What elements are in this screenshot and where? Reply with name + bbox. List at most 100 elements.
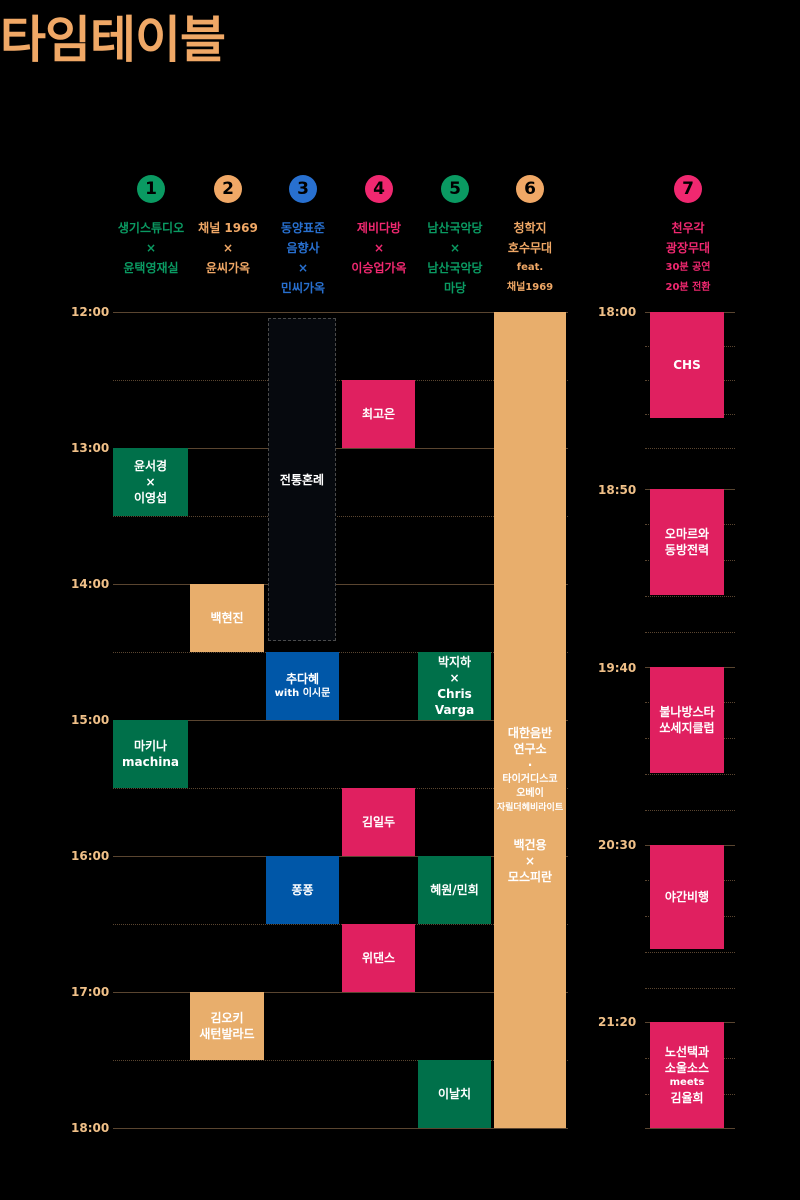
venue-1-line: 생기스튜디오 xyxy=(117,221,185,235)
venue-1-line: 윤택영재실 xyxy=(123,261,179,275)
performance-block[interactable]: 불나방스타 쏘세지클럽 xyxy=(650,667,724,773)
performance-block[interactable]: 혜원/민희 xyxy=(418,856,491,924)
venue-3-line: 동양표준 xyxy=(280,221,326,235)
performance-block[interactable]: 이날치 xyxy=(418,1060,491,1128)
performance-block[interactable]: 대한음반 연구소 · 타이거디스코 오베이 자릴더헤비라이트 백건용 × 모스피… xyxy=(494,312,566,1128)
venue-7-header: 천우각 광장무대 30분 공연 20분 전환 xyxy=(648,218,728,298)
performer-name: 윤서경 xyxy=(133,459,168,473)
performer-name: 소울소스 xyxy=(664,1061,710,1075)
page-title: 타임테이블 xyxy=(0,11,226,69)
performer-name: 전통혼례 xyxy=(279,472,325,487)
performance-block[interactable]: 노선택과 소울소스 meets 김율희 xyxy=(650,1022,724,1128)
performer-name: 김율희 xyxy=(670,1091,704,1105)
performer-name: 대한음반 xyxy=(507,726,553,740)
grid-line xyxy=(113,1060,568,1061)
performer-name: 야간비행 xyxy=(664,890,710,904)
venue-7-line: 30분 공연 xyxy=(665,262,711,273)
performance-block[interactable]: 추다혜 with 이시문 xyxy=(266,652,339,720)
venue-5-badge: 5 xyxy=(441,175,469,203)
time-label: 19:40 xyxy=(598,661,637,675)
performer-name: 추다혜 xyxy=(285,672,320,686)
performance-block[interactable]: 전통혼례 xyxy=(268,318,336,641)
venue-5-header: 남산국악당 × 남산국악당 마당 xyxy=(415,218,495,298)
grid-line xyxy=(113,788,568,789)
venue-4-line: 제비다방 xyxy=(356,221,402,235)
grid-line xyxy=(113,924,568,925)
venue-3-badge: 3 xyxy=(289,175,317,203)
grid-line xyxy=(113,516,568,517)
venue-4-line: 이승업가옥 xyxy=(351,261,407,275)
venue-6-line: 호수무대 xyxy=(507,241,553,255)
venue-2-badge: 2 xyxy=(214,175,242,203)
performer-name: 이날치 xyxy=(437,1087,472,1101)
performer-name: machina xyxy=(121,755,179,769)
venue-2-line: × xyxy=(222,241,234,255)
time-label: 14:00 xyxy=(71,577,110,591)
time-label: 17:00 xyxy=(71,985,110,999)
performance-block[interactable]: CHS xyxy=(650,312,724,418)
venue-6-line: 청학지 xyxy=(513,221,547,235)
time-label: 13:00 xyxy=(71,441,110,455)
venue-1-badge: 1 xyxy=(137,175,165,203)
venue-6-line: feat. xyxy=(516,262,544,273)
performance-block[interactable]: 퐁퐁 xyxy=(266,856,339,924)
performer-name: 타이거디스코 xyxy=(502,774,558,785)
performance-block[interactable]: 마키나 machina xyxy=(113,720,188,788)
venue-7-line: 20분 전환 xyxy=(665,282,711,293)
time-label: 18:00 xyxy=(71,1121,110,1135)
performance-block[interactable]: 김오키 새턴발라드 xyxy=(190,992,264,1060)
grid-line xyxy=(113,652,568,653)
performance-block[interactable]: 백현진 xyxy=(190,584,264,652)
performer-name: 쏘세지클럽 xyxy=(659,721,715,735)
performer-name: 노선택과 xyxy=(664,1045,710,1059)
performer-name: × xyxy=(145,475,156,489)
time-label: 16:00 xyxy=(71,849,110,863)
performer-name: 연구소 xyxy=(513,742,547,756)
venue-7-line: 천우각 xyxy=(671,221,705,235)
performer-name: 새턴발라드 xyxy=(199,1027,255,1041)
performer-name: 혜원/민희 xyxy=(430,883,479,897)
grid-line xyxy=(645,952,735,953)
performer-name: 불나방스타 xyxy=(659,705,715,719)
performer-name: × xyxy=(449,671,460,685)
venue-2-line: 윤씨가옥 xyxy=(205,261,251,275)
performer-name: × xyxy=(524,854,536,868)
grid-line xyxy=(645,988,735,989)
venue-3-line: 민씨가옥 xyxy=(280,281,326,295)
venue-5-line: × xyxy=(449,241,461,255)
venue-3-header: 동양표준 음향사 × 민씨가옥 xyxy=(263,218,343,298)
grid-line xyxy=(113,856,568,857)
performer-name: 오마르와 xyxy=(664,527,710,541)
performance-block[interactable]: 윤서경 × 이영섭 xyxy=(113,448,188,516)
performance-block[interactable]: 김일두 xyxy=(342,788,415,856)
grid-line xyxy=(645,632,735,633)
performance-block[interactable]: 박지하 × Chris Varga xyxy=(418,652,491,720)
venue-1-line: × xyxy=(145,241,157,255)
time-label: 21:20 xyxy=(598,1015,637,1029)
performer-name: CHS xyxy=(673,358,701,372)
grid-line xyxy=(113,1128,568,1129)
performance-block[interactable]: 야간비행 xyxy=(650,845,724,949)
performance-block[interactable]: 최고은 xyxy=(342,380,415,448)
performer-name: · xyxy=(527,758,533,772)
grid-line xyxy=(645,448,735,449)
performer-name: with 이시문 xyxy=(274,688,331,699)
performer-name: 위댄스 xyxy=(361,951,396,965)
performer-name: 백현진 xyxy=(210,611,244,625)
performance-block[interactable]: 위댄스 xyxy=(342,924,415,992)
performance-block[interactable]: 오마르와 동방전력 xyxy=(650,489,724,595)
venue-4-badge: 4 xyxy=(365,175,393,203)
performer-name: 김오키 xyxy=(210,1011,244,1025)
performer-name: 자릴더헤비라이트 xyxy=(496,803,564,813)
performer-name: 이영섭 xyxy=(133,491,168,505)
venue-7-badge: 7 xyxy=(674,175,702,203)
venue-5-line: 남산국악당 xyxy=(427,261,483,275)
venue-2-line: 채널 1969 xyxy=(198,221,258,235)
performer-name: 백건용 xyxy=(513,838,547,852)
grid-line xyxy=(645,810,735,811)
venue-7-line: 광장무대 xyxy=(665,241,711,255)
venue-2-header: 채널 1969 × 윤씨가옥 xyxy=(188,218,268,278)
grid-line xyxy=(645,1128,735,1129)
performer-name: 퐁퐁 xyxy=(291,883,314,897)
venue-5-line: 마당 xyxy=(443,281,467,295)
